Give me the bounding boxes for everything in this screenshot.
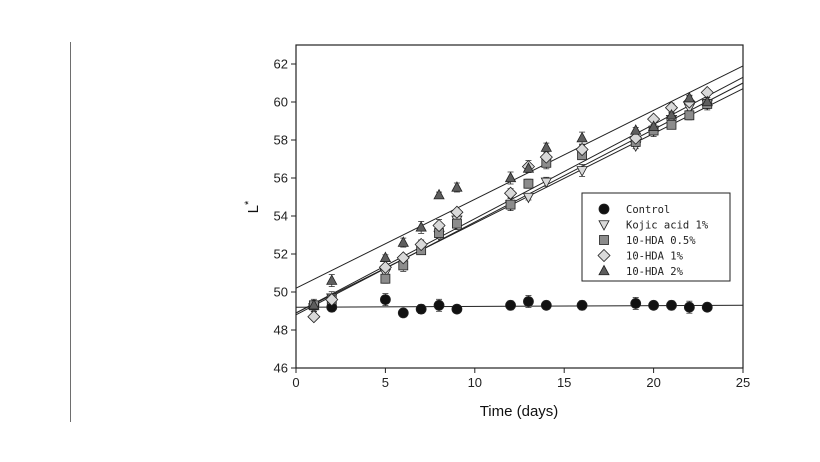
point-10-hda-1pct: [450, 205, 464, 219]
point-10-hda-1pct: [539, 150, 553, 164]
x-tick-label: 0: [292, 375, 299, 390]
point-10-hda-0-5pct: [684, 110, 695, 121]
y-axis-title-superscript: *: [243, 200, 255, 205]
y-tick-label: 56: [274, 171, 288, 186]
axes-layer: 0 5 10 15 20 25 46 48 50 52 54 56 58 60 62: [274, 44, 750, 390]
x-tick-label: 25: [736, 375, 750, 390]
y-axis-title-group: L*: [243, 200, 262, 213]
point-10-hda-2pct: [415, 221, 427, 232]
point-10-hda-1pct: [432, 218, 446, 233]
point-10-hda-2pct: [504, 171, 517, 183]
point-10-hda-2pct: [308, 298, 320, 310]
legend: Control Kojic acid 1% 10-HDA 0.5% 10-HDA 1%…: [581, 192, 731, 282]
point-control: [451, 303, 463, 315]
y-tick-label: 54: [274, 209, 288, 224]
point-control: [415, 303, 427, 315]
y-tick-label: 52: [274, 247, 288, 262]
point-kojic-acid-1pct: [522, 192, 535, 204]
point-kojic-acid-1pct: [540, 177, 552, 189]
y-tick-label: 60: [274, 95, 288, 110]
point-control: [523, 296, 534, 307]
point-10-hda-2pct: [630, 124, 642, 135]
point-10-hda-2pct: [540, 141, 552, 152]
point-control: [648, 299, 659, 311]
point-control: [666, 299, 677, 311]
point-10-hda-0-5pct: [505, 199, 516, 210]
x-tick-label: 5: [382, 375, 389, 390]
x-axis-title: Time (days): [480, 403, 559, 420]
y-axis-title: L*: [243, 200, 262, 213]
point-10-hda-0-5pct: [452, 218, 462, 229]
point-control: [576, 299, 588, 311]
point-10-hda-2pct: [522, 162, 535, 173]
point-control: [683, 301, 695, 313]
point-control: [630, 297, 642, 309]
point-10-hda-2pct: [379, 251, 392, 262]
y-tick-label: 46: [274, 361, 288, 376]
point-10-hda-2pct: [451, 181, 463, 192]
x-tick-label: 10: [468, 375, 482, 390]
vertical-divider-line: [70, 42, 71, 422]
point-10-hda-0-5pct: [523, 178, 534, 189]
point-10-hda-1pct: [325, 293, 339, 307]
point-10-hda-1pct: [629, 131, 643, 145]
legend-label-10-hda-0-5pct: 10-HDA 0.5%: [626, 235, 696, 247]
point-10-hda-0-5pct: [380, 273, 391, 284]
point-10-hda-2pct: [701, 95, 713, 107]
point-control: [540, 299, 552, 311]
legend-marker-10-hda-0-5pct: [599, 235, 609, 245]
legend-marker-10-hda-1pct: [597, 248, 611, 263]
point-10-hda-2pct: [665, 108, 678, 120]
legend-marker-control: [598, 203, 610, 215]
point-10-hda-2pct: [397, 236, 409, 247]
point-10-hda-2pct: [433, 188, 445, 200]
x-tick-label: 15: [557, 375, 571, 390]
legend-label-10-hda-2pct: 10-HDA 2%: [626, 266, 684, 278]
point-10-hda-1pct: [378, 260, 392, 274]
y-tick-label: 50: [274, 285, 288, 300]
y-axis-title-main: L: [245, 205, 262, 213]
point-control: [433, 299, 445, 311]
point-kojic-acid-1pct: [576, 166, 588, 177]
point-10-hda-1pct: [396, 251, 410, 265]
legend-label-10-hda-1pct: 10-HDA 1%: [626, 251, 684, 263]
point-10-hda-0-5pct: [666, 119, 677, 130]
plot-frame: [295, 44, 744, 369]
legend-marker-kojic-acid-1pct: [598, 220, 610, 231]
legend-label-kojic-acid-1pct: Kojic acid 1%: [626, 220, 709, 232]
point-control: [379, 294, 391, 306]
point-10-hda-1pct: [575, 142, 589, 157]
point-10-hda-1pct: [307, 310, 321, 324]
point-10-hda-1pct: [503, 186, 518, 200]
point-10-hda-2pct: [576, 131, 588, 143]
y-tick-label: 48: [274, 323, 288, 338]
point-10-hda-1pct: [414, 237, 428, 252]
legend-label-control: Control: [626, 204, 670, 216]
point-10-hda-2pct: [647, 120, 660, 131]
y-tick-label: 58: [274, 133, 288, 148]
point-10-hda-2pct: [326, 274, 338, 285]
point-control: [397, 307, 409, 319]
point-control: [505, 299, 516, 311]
legend-marker-10-hda-2pct: [598, 264, 610, 276]
y-tick-label: 62: [274, 57, 288, 72]
x-tick-label: 20: [646, 375, 660, 390]
data-points-layer: [307, 85, 714, 324]
point-10-hda-2pct: [683, 91, 696, 103]
point-control: [701, 301, 713, 313]
